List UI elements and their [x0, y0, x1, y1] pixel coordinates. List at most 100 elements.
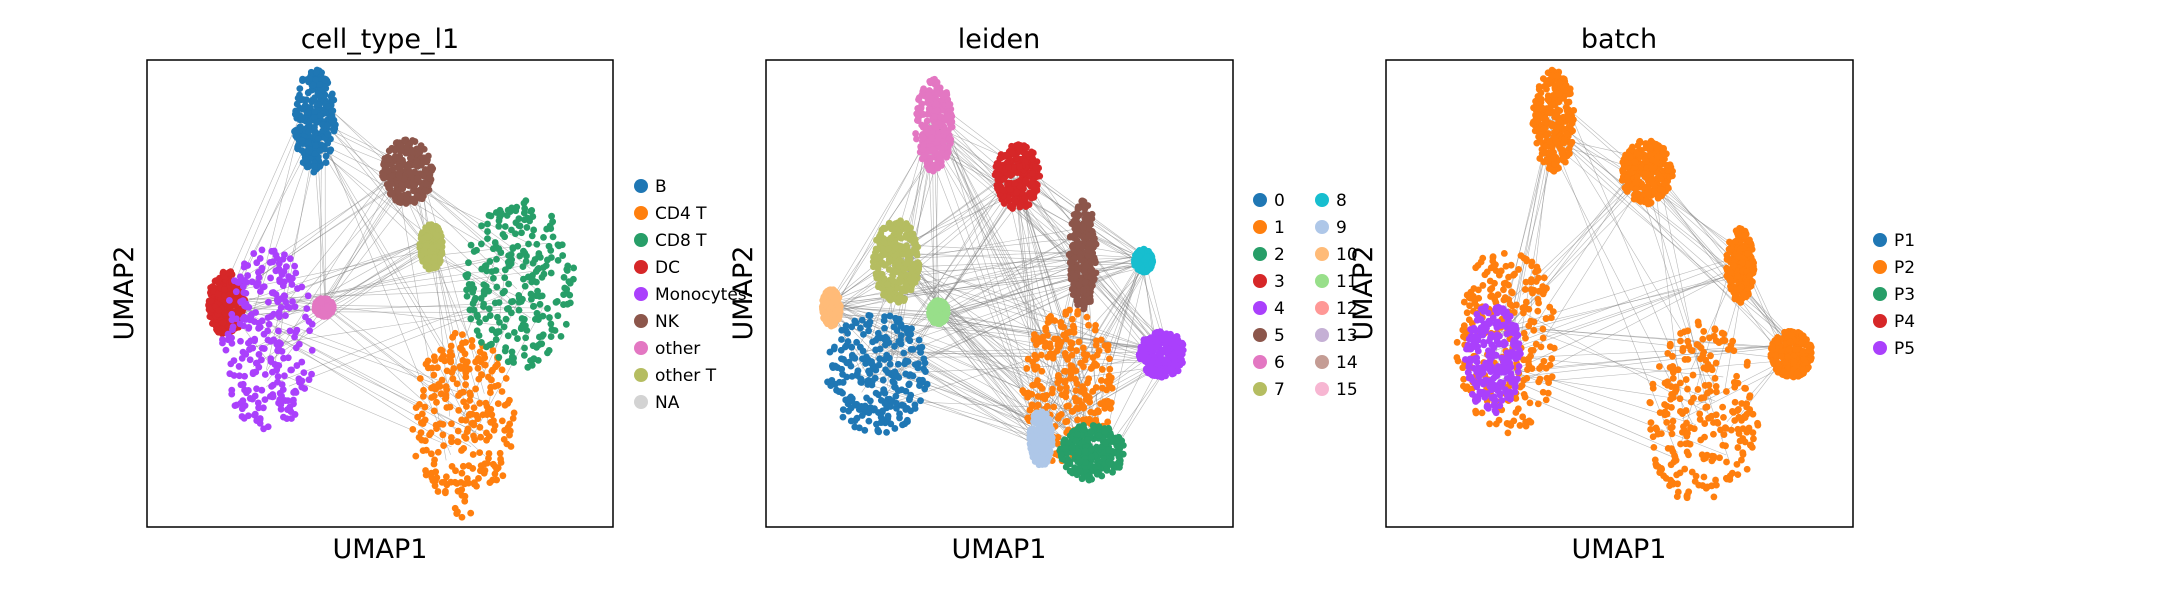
- data-point: [510, 409, 518, 417]
- data-point: [530, 226, 538, 234]
- graph-edge: [247, 306, 517, 348]
- data-point: [533, 240, 541, 248]
- data-point: [1063, 403, 1071, 410]
- data-point: [264, 298, 272, 306]
- data-point: [499, 230, 507, 238]
- data-point: [1073, 431, 1081, 438]
- data-point: [478, 222, 485, 230]
- data-point: [858, 412, 866, 419]
- data-point: [261, 371, 269, 378]
- data-point: [306, 118, 313, 126]
- data-point: [462, 338, 470, 346]
- data-point: [273, 365, 281, 373]
- data-point: [251, 410, 259, 418]
- data-point: [519, 295, 526, 303]
- data-point: [521, 344, 528, 352]
- data-point: [428, 394, 436, 401]
- data-point: [483, 459, 491, 467]
- data-point: [221, 309, 229, 317]
- data-point: [1101, 428, 1109, 436]
- data-point: [562, 320, 570, 328]
- data-point: [1116, 463, 1123, 471]
- data-point: [902, 233, 910, 241]
- data-point: [443, 386, 451, 394]
- data-point: [454, 427, 462, 435]
- data-point: [431, 254, 439, 262]
- data-point: [1142, 336, 1150, 344]
- data-point: [532, 278, 540, 286]
- data-point: [430, 383, 438, 391]
- data-point: [493, 255, 500, 263]
- graph-edge: [222, 255, 510, 318]
- data-point: [903, 225, 911, 233]
- graph-edge: [227, 176, 397, 289]
- data-point: [240, 277, 248, 284]
- data-point: [236, 372, 243, 380]
- data-point: [554, 312, 562, 320]
- data-point: [895, 294, 903, 302]
- cluster-b: [291, 66, 339, 176]
- data-point: [906, 395, 913, 402]
- data-point: [491, 239, 499, 246]
- data-point: [264, 314, 272, 322]
- data-point: [1047, 313, 1055, 320]
- data-point: [926, 106, 933, 114]
- data-point: [838, 355, 845, 363]
- data-point: [310, 113, 318, 121]
- data-point: [859, 355, 866, 363]
- data-point: [458, 447, 465, 454]
- data-point: [439, 420, 447, 428]
- data-point: [1062, 445, 1070, 452]
- graph-edge: [265, 156, 403, 374]
- data-point: [521, 204, 529, 212]
- data-point: [228, 310, 236, 318]
- data-point: [529, 259, 537, 267]
- data-point: [459, 356, 467, 364]
- data-point: [277, 304, 285, 311]
- data-point: [496, 449, 504, 457]
- data-point: [1022, 203, 1030, 210]
- chart-title: cell_type_l1: [301, 24, 459, 55]
- data-point: [433, 398, 440, 406]
- data-point: [1019, 387, 1027, 394]
- data-point: [530, 303, 537, 310]
- data-point: [919, 133, 927, 141]
- data-point: [425, 221, 433, 229]
- data-point: [484, 220, 491, 228]
- data-point: [260, 345, 268, 353]
- data-point: [407, 197, 414, 205]
- data-point: [470, 480, 478, 488]
- data-point: [488, 367, 496, 375]
- data-point: [909, 345, 917, 353]
- data-point: [255, 404, 262, 412]
- data-point: [1072, 387, 1080, 394]
- data-point: [298, 358, 306, 366]
- data-point: [497, 455, 504, 463]
- data-point: [560, 274, 568, 281]
- data-point: [873, 254, 881, 262]
- data-point: [851, 317, 859, 325]
- data-point: [508, 256, 516, 264]
- data-point: [242, 300, 250, 308]
- data-point: [535, 333, 543, 341]
- data-point: [915, 265, 923, 273]
- data-point: [1087, 428, 1095, 435]
- data-point: [1028, 148, 1035, 156]
- data-point: [327, 146, 335, 154]
- cluster-nk: [379, 136, 437, 207]
- y-axis-label: UMAP2: [109, 246, 140, 341]
- cluster-4: [1135, 328, 1187, 381]
- data-point: [393, 155, 401, 162]
- data-point: [305, 376, 313, 384]
- data-point: [266, 259, 274, 266]
- data-point: [304, 292, 312, 300]
- data-point: [535, 341, 542, 349]
- data-point: [232, 288, 240, 296]
- data-point: [454, 508, 461, 516]
- data-point: [1144, 266, 1152, 274]
- data-point: [838, 336, 845, 343]
- data-point: [250, 250, 258, 257]
- data-point: [1094, 462, 1101, 470]
- data-point: [485, 305, 493, 313]
- data-point: [554, 256, 562, 264]
